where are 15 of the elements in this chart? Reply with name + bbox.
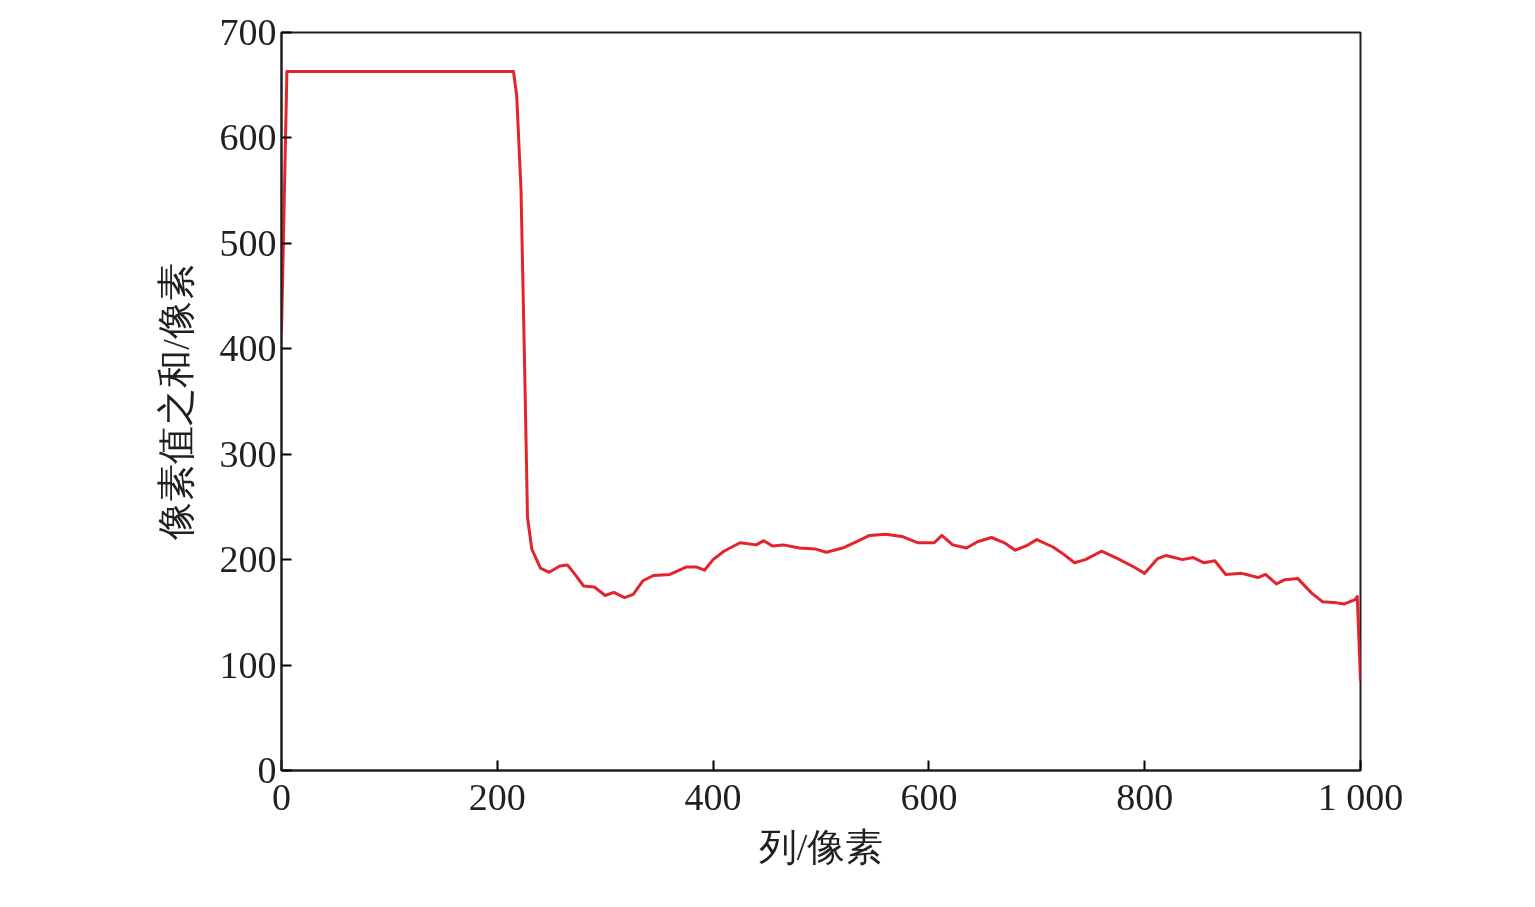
line-series: [281, 70, 1361, 683]
y-tick-label: 200: [219, 538, 277, 581]
x-axis-title: 列/像素: [758, 825, 884, 868]
y-tick-label: 600: [219, 116, 277, 159]
x-tick-label: 400: [684, 775, 742, 818]
y-tick-label: 700: [219, 11, 277, 53]
y-tick-label: 400: [219, 327, 277, 370]
y-axis-title: 像素值之和/像素: [154, 263, 197, 540]
x-tick-label: 200: [468, 775, 526, 818]
x-tick-label: 1 000: [1317, 775, 1404, 818]
x-tick-label: 600: [900, 775, 958, 818]
y-tick-label: 300: [219, 432, 277, 475]
x-tick-label: 800: [1116, 775, 1174, 818]
y-tick-label: 100: [219, 643, 277, 686]
y-tick-label: 500: [219, 221, 277, 264]
